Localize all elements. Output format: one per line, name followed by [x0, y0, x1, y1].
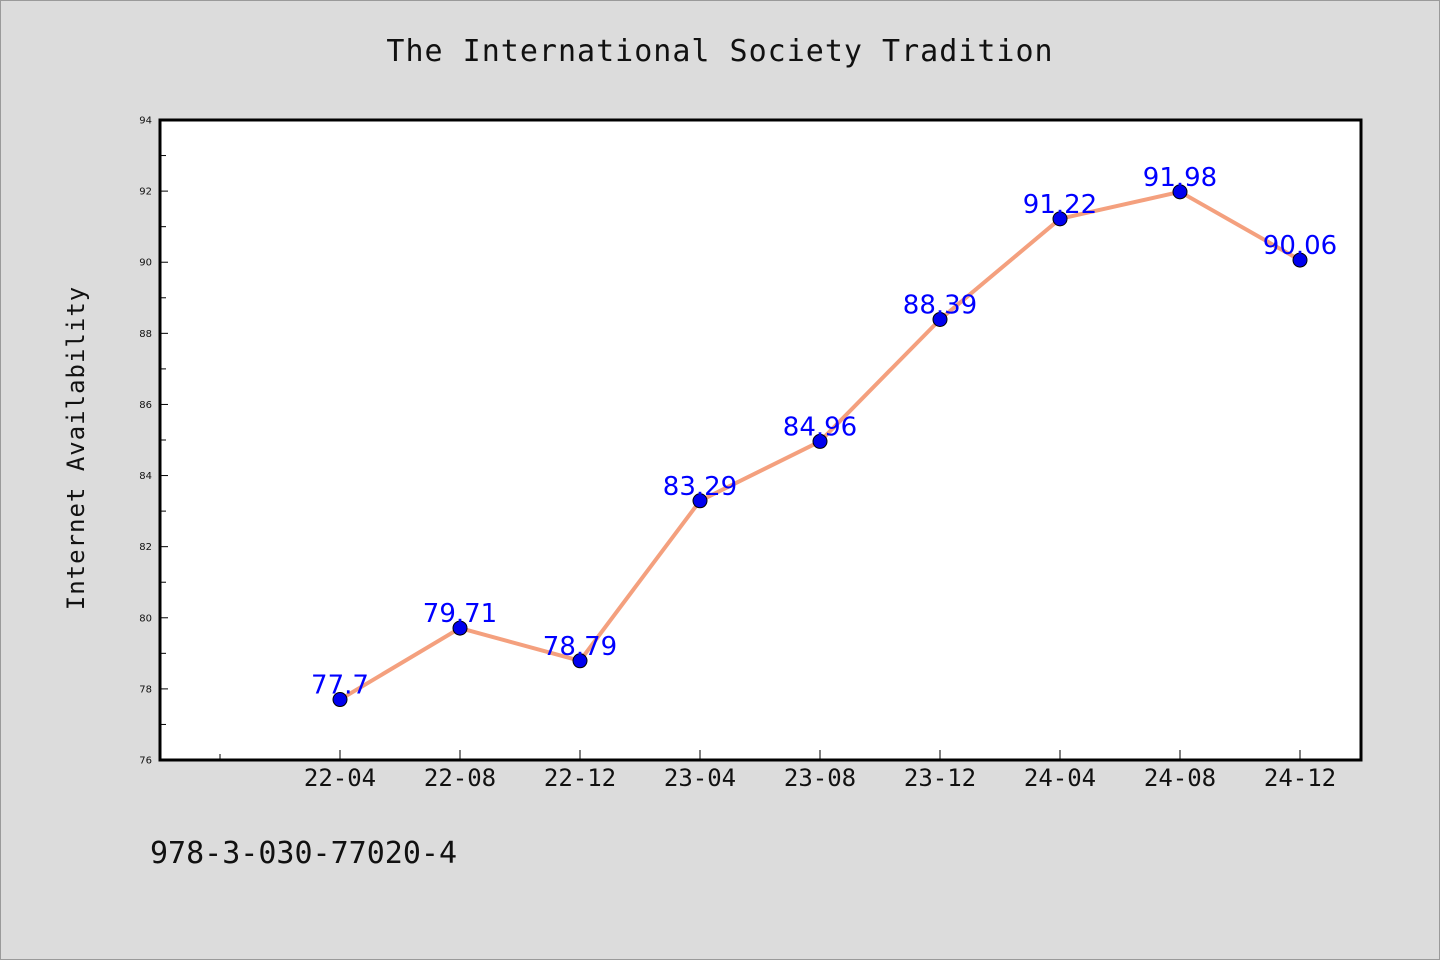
x-tick-label: 24-12 [1264, 764, 1336, 792]
x-tick-label: 22-08 [424, 764, 496, 792]
data-label: 88.39 [903, 290, 977, 320]
data-label: 84.96 [783, 412, 857, 442]
x-tick-label: 24-08 [1144, 764, 1216, 792]
data-label: 83.29 [663, 472, 737, 502]
x-tick-label: 23-04 [664, 764, 736, 792]
data-point [1292, 252, 1308, 268]
data-point [572, 653, 588, 669]
chart-title: The International Society Tradition [386, 34, 1054, 69]
x-tick-label: 23-12 [904, 764, 976, 792]
data-point [812, 433, 828, 449]
y-tick-label: 80 [139, 613, 152, 624]
data-label: 90.06 [1263, 231, 1337, 261]
data-point [692, 493, 708, 509]
x-tick-label: 22-04 [304, 764, 376, 792]
data-label: 78.79 [543, 632, 617, 662]
data-label: 91.98 [1143, 163, 1217, 193]
data-point [1172, 184, 1188, 200]
y-tick-label: 76 [139, 756, 152, 767]
data-point [332, 692, 348, 708]
y-tick-label: 84 [139, 471, 152, 482]
x-tick-label: 24-04 [1024, 764, 1096, 792]
x-tick-label: 22-12 [544, 764, 616, 792]
isbn-text: 978-3-030-77020-4 [150, 836, 458, 871]
x-tick-label: 23-08 [784, 764, 856, 792]
data-point [1052, 211, 1068, 227]
data-point [452, 620, 468, 636]
y-tick-label: 82 [139, 542, 152, 553]
y-tick-label: 92 [139, 187, 152, 198]
y-tick-label: 86 [139, 400, 152, 411]
y-tick-label: 94 [139, 116, 152, 127]
data-point [932, 311, 948, 327]
y-tick-label: 88 [139, 329, 152, 340]
data-label: 77.7 [311, 671, 369, 701]
y-tick-label: 78 [139, 684, 152, 695]
y-tick-label: 90 [139, 258, 152, 269]
plot-area [158, 118, 1363, 762]
data-label: 79.71 [423, 599, 497, 629]
data-label: 91.22 [1023, 190, 1097, 220]
